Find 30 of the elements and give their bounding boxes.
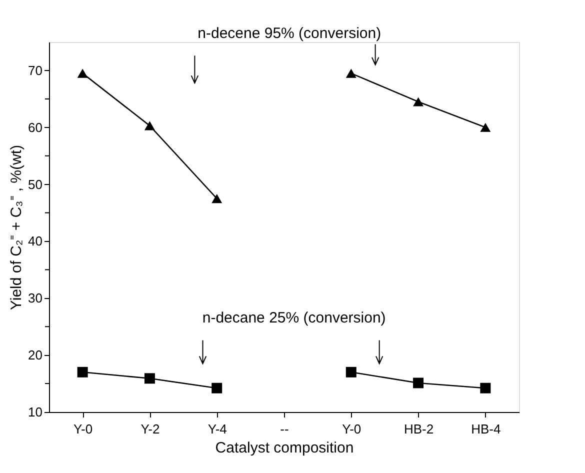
x-axis-title: Catalyst composition [215,440,354,456]
point [212,382,222,394]
y-tick-label: 10 [28,404,42,420]
point [77,366,88,378]
y-tick-label: 40 [28,234,42,249]
point [346,366,356,378]
point [480,382,491,394]
x-tick-label: Y-0 [74,422,93,436]
x-tick-label: Y-4 [208,422,227,436]
point [144,373,155,384]
point [413,378,424,388]
y-tick-label: 20 [28,348,42,363]
point [413,97,424,106]
y-tick-label: 50 [28,176,42,192]
point [77,68,88,78]
y-tick-label: 70 [28,62,42,78]
y-tick-label: 30 [28,290,42,306]
y-axis-title: Yield of C₂⁼ + C₃⁼ , %(wt) [8,144,26,310]
x-tick-label: -- [280,422,289,436]
point [144,121,155,130]
point [212,194,222,204]
text: n-decene 95% (conversion) [198,24,382,42]
x-tick-label: HB-4 [471,422,501,436]
annotation: n-decane 25% (conversion) [202,310,386,327]
point [480,122,491,132]
point [346,68,356,78]
x-tick-label: HB-2 [404,422,434,436]
x-tick-label: Y-2 [140,422,160,436]
y-tick-label: 60 [28,120,42,135]
x-tick-label: Y-0 [342,422,362,436]
